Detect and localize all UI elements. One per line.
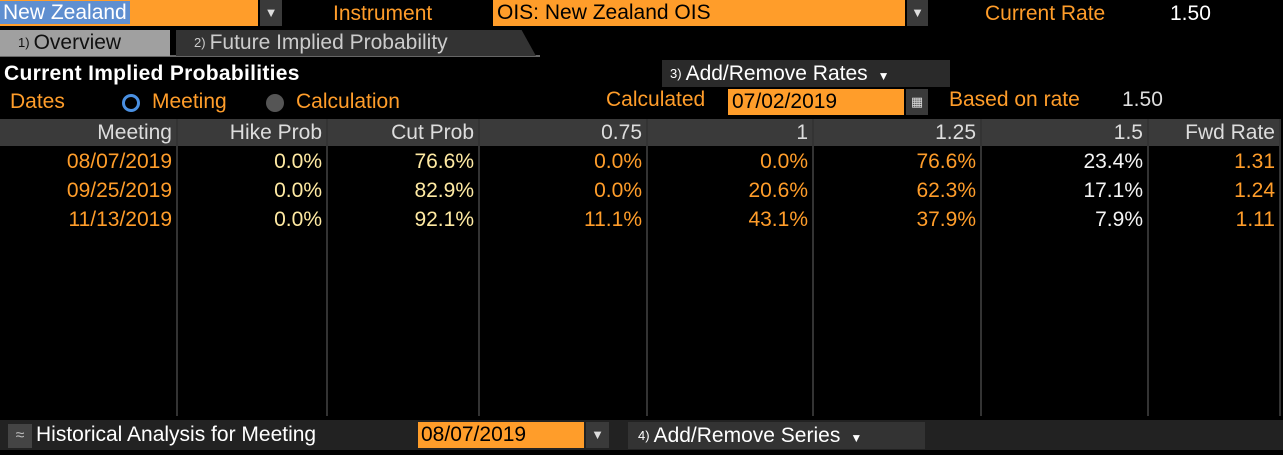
column-header[interactable]: 1 — [648, 119, 812, 146]
tab-label: Overview — [33, 31, 122, 54]
calendar-button[interactable]: ▦ — [906, 89, 928, 115]
table-cell: 0.0% — [274, 208, 322, 231]
column-divider — [646, 119, 648, 416]
based-rate: 1.50 — [1122, 88, 1163, 111]
column-divider — [812, 119, 814, 416]
tab-label: Future Implied Probability — [209, 31, 448, 54]
column-header[interactable]: Meeting — [0, 119, 176, 146]
column-header[interactable]: Cut Prob — [328, 119, 478, 146]
table-cell: 0.0% — [274, 179, 322, 202]
dropdown-arrow[interactable]: ▼ — [907, 0, 928, 26]
dropdown-arrow[interactable]: ▼ — [586, 422, 609, 448]
collapse-icon[interactable]: ≈ — [8, 424, 32, 448]
table-cell: 82.9% — [414, 179, 474, 202]
table-cell: 7.9% — [1095, 208, 1143, 231]
table-cell: 1.31 — [1234, 150, 1275, 173]
dropdown-arrow[interactable]: ▼ — [260, 0, 282, 26]
instrument-label: Instrument — [333, 2, 433, 25]
tab-rule — [0, 55, 540, 57]
country-dropdown[interactable]: New Zealand — [0, 0, 258, 26]
tab[interactable]: 1) Overview — [0, 30, 170, 56]
add-remove-rates[interactable]: 3) Add/Remove Rates ▼ — [662, 60, 950, 87]
tab-number: 2) — [194, 35, 206, 50]
country: New Zealand — [0, 1, 130, 24]
table-cell: 1.11 — [1235, 208, 1275, 231]
radio-label: Calculation — [296, 90, 400, 113]
button-number: 4) — [638, 428, 650, 443]
table-cell: 20.6% — [748, 179, 808, 202]
add-remove-series[interactable]: 4) Add/Remove Series ▼ — [628, 422, 925, 449]
based-label: Based on rate — [949, 88, 1080, 111]
table-cell: 0.0% — [274, 150, 322, 173]
button-number: 3) — [670, 66, 682, 81]
button-label: Add/Remove Series — [653, 424, 841, 447]
radio-label: Meeting — [152, 90, 227, 113]
table-cell: 11.1% — [584, 208, 642, 231]
column-header[interactable]: 1.25 — [814, 119, 980, 146]
meeting-dropdown[interactable]: 08/07/2019 — [418, 422, 584, 448]
column-divider — [980, 119, 982, 416]
column-divider — [1279, 119, 1281, 416]
column-header[interactable]: Hike Prob — [178, 119, 326, 146]
column-divider — [176, 119, 178, 416]
column-divider — [478, 119, 480, 416]
table-cell: 0.0% — [594, 179, 642, 202]
button-label: Add/Remove Rates — [685, 62, 868, 85]
radio-selected[interactable] — [122, 94, 140, 112]
current-rate: 1.50 — [1170, 2, 1211, 25]
column-header[interactable]: 1.5 — [982, 119, 1147, 146]
radio[interactable] — [266, 94, 284, 112]
table-cell: 23.4% — [1083, 150, 1143, 173]
section-title: Current Implied Probabilities — [4, 62, 300, 85]
calculated-date[interactable]: 07/02/2019 — [728, 89, 904, 115]
table-cell: 92.1% — [414, 208, 474, 231]
table-cell: 1.24 — [1234, 179, 1275, 202]
table-cell: 09/25/2019 — [66, 179, 172, 202]
table-cell: 08/07/2019 — [66, 150, 172, 173]
table-cell: 76.6% — [414, 150, 474, 173]
table-cell: 17.1% — [1083, 179, 1143, 202]
table-cell: 43.1% — [748, 208, 808, 231]
table-cell: 37.9% — [916, 208, 976, 231]
tab[interactable]: 2) Future Implied Probability — [176, 30, 536, 56]
tab-number: 1) — [18, 35, 30, 50]
column-header[interactable]: Fwd Rate — [1149, 119, 1279, 146]
table-cell: 0.0% — [760, 150, 808, 173]
column-divider — [326, 119, 328, 416]
calculated-label: Calculated — [606, 88, 706, 111]
table-cell: 76.6% — [916, 150, 976, 173]
current-rate-label: Current Rate — [985, 2, 1106, 25]
dates-label: Dates — [10, 90, 65, 113]
column-header[interactable]: 0.75 — [480, 119, 646, 146]
footer-title: Historical Analysis for Meeting — [36, 423, 317, 446]
table-cell: 0.0% — [594, 150, 642, 173]
instrument-dropdown[interactable]: OIS: New Zealand OIS — [493, 0, 905, 26]
table-cell: 11/13/2019 — [68, 208, 172, 231]
column-divider — [1147, 119, 1149, 416]
table-cell: 62.3% — [916, 179, 976, 202]
